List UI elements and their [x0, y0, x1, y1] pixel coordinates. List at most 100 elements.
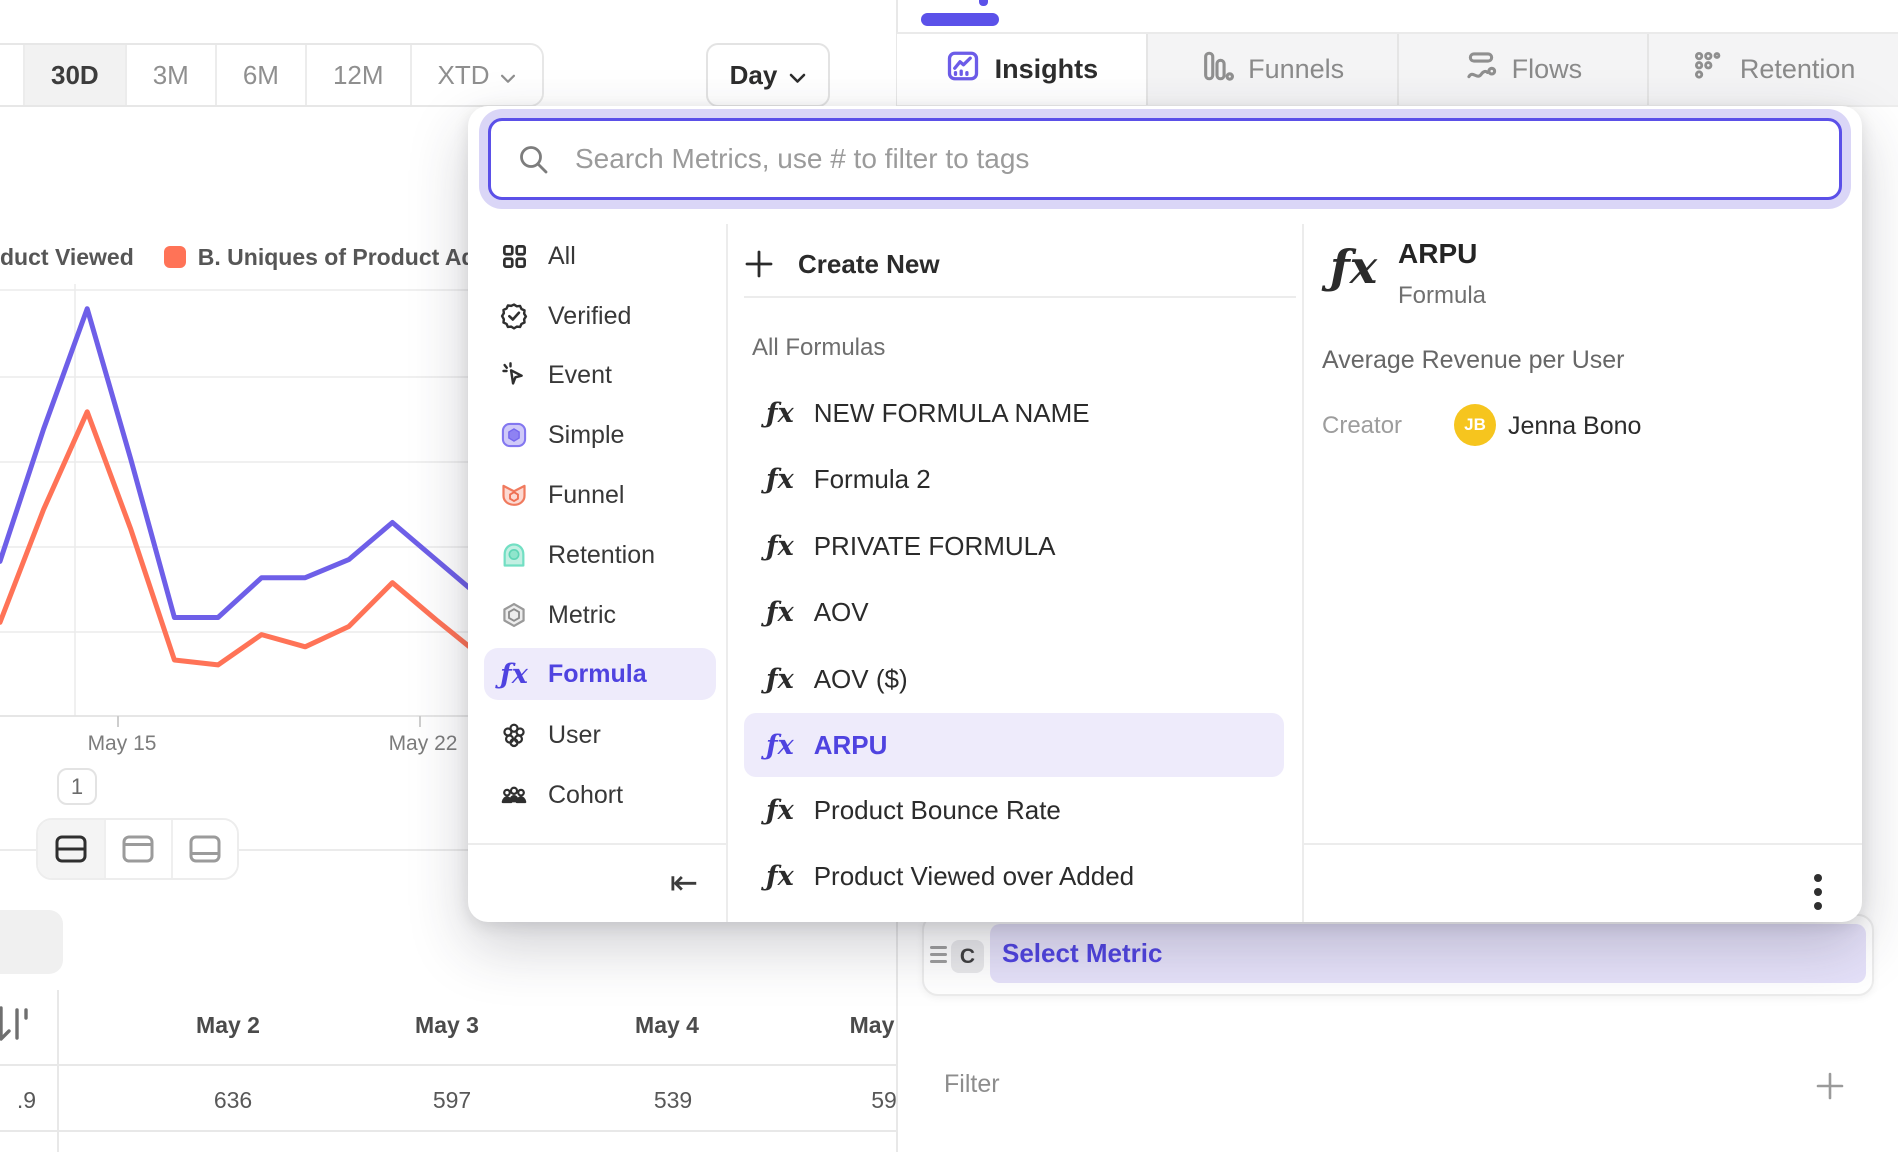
tab-funnels[interactable]: Funnels — [1145, 34, 1397, 105]
page-number-badge[interactable]: 1 — [57, 768, 97, 805]
sort-descending-icon[interactable] — [0, 1002, 34, 1048]
metric-icon — [500, 601, 528, 629]
add-filter-button[interactable] — [1812, 1068, 1848, 1104]
time-range-6m[interactable]: 6M — [214, 45, 305, 105]
user-icon — [500, 721, 528, 749]
category-verified[interactable]: Verified — [484, 290, 716, 342]
time-range-30d[interactable]: 30D — [23, 45, 125, 105]
series-line — [0, 409, 483, 668]
category-simple[interactable]: Simple — [484, 409, 716, 461]
more-options-icon[interactable] — [1800, 864, 1836, 920]
search-icon — [517, 143, 551, 182]
tab-retention[interactable]: Retention — [1647, 34, 1898, 105]
time-range-12m[interactable]: 12M — [304, 45, 410, 105]
create-new-button[interactable]: Create New — [744, 238, 1244, 290]
formula-label: AOV — [813, 596, 869, 627]
x-axis-tick-label: May 22 — [388, 732, 458, 755]
table-row-value-partial: .9 — [16, 1087, 36, 1113]
grid-icon — [500, 242, 528, 270]
insights-icon — [945, 48, 981, 91]
granularity-button[interactable]: Day — [706, 43, 830, 107]
tab-flows[interactable]: Flows — [1396, 34, 1648, 105]
time-range-label: 12M — [332, 59, 384, 90]
layout-toggle-split-bottom[interactable] — [170, 820, 237, 878]
plus-icon — [745, 250, 773, 278]
split-bottom-icon — [189, 835, 221, 863]
time-range-label: 6M — [242, 59, 279, 90]
category-label: Cohort — [548, 780, 624, 809]
event-icon — [500, 361, 528, 389]
chart-legend: duct Viewed B. Uniques of Product Add — [0, 242, 490, 272]
formula-label: ARPU — [813, 729, 888, 760]
legend-item[interactable]: B. Uniques of Product Add — [163, 243, 490, 271]
category-user[interactable]: User — [484, 709, 716, 761]
time-range-xtd[interactable]: XTD — [409, 45, 542, 105]
category-formula[interactable]: ƒx Formula — [484, 648, 716, 700]
formula-item[interactable]: ƒx PRIVATE FORMULA — [744, 518, 1284, 574]
formula-icon: ƒx — [766, 463, 794, 495]
table-column-header[interactable]: May 2 — [196, 1012, 260, 1038]
layout-toggle-split-top[interactable] — [104, 820, 171, 878]
search-input[interactable] — [575, 121, 1825, 197]
category-label: Verified — [548, 301, 632, 330]
chevron-down-icon — [789, 60, 806, 91]
formula-item[interactable]: ƒx ARPU — [744, 713, 1284, 777]
avatar-initials: JB — [1464, 415, 1486, 434]
column-divider — [726, 224, 728, 922]
tab-label: Retention — [1739, 54, 1856, 84]
select-metric-pill[interactable]: Select Metric — [990, 924, 1866, 983]
category-label: Event — [548, 360, 612, 389]
table-column-header[interactable]: May 3 — [415, 1012, 479, 1038]
metric-search-box — [488, 118, 1842, 200]
tab-label: Insights — [994, 54, 1099, 84]
x-axis-tick-label: May 15 — [87, 732, 157, 755]
category-metric[interactable]: Metric — [484, 589, 716, 641]
layout-toggle-control — [36, 818, 239, 880]
table-row-separator — [0, 1130, 896, 1132]
clause-letter-badge[interactable]: C — [951, 940, 984, 973]
time-range-control: 30D 3M 6M 12M XTD — [0, 43, 544, 107]
time-range-partial[interactable] — [0, 45, 23, 105]
layout-toggle-split-horizontal[interactable] — [38, 820, 105, 878]
tab-label: Flows — [1511, 54, 1583, 84]
category-all[interactable]: All — [484, 230, 716, 282]
table-cell-value: 636 — [213, 1087, 253, 1113]
retention-icon — [500, 541, 528, 569]
select-metric-label: Select Metric — [1002, 938, 1163, 968]
formula-item[interactable]: ƒx AOV — [744, 584, 1284, 640]
formula-item[interactable]: ƒx Formula 2 — [744, 451, 1284, 507]
category-funnel[interactable]: Funnel — [484, 469, 716, 521]
time-range-3m[interactable]: 3M — [124, 45, 215, 105]
category-label: Metric — [548, 600, 617, 629]
detail-description: Average Revenue per User — [1322, 346, 1625, 374]
table-column-header[interactable]: May — [849, 1012, 895, 1038]
legend-label: B. Uniques of Product Add — [197, 243, 490, 270]
retention-tab-icon — [1692, 49, 1726, 90]
formula-item[interactable]: ƒx Product Viewed over Added — [744, 848, 1284, 904]
table-column-header[interactable]: May 4 — [635, 1012, 699, 1038]
page-number: 1 — [70, 773, 84, 799]
category-cohort[interactable]: Cohort — [484, 769, 716, 821]
formula-icon: ƒx — [766, 397, 794, 429]
formula-item[interactable]: ƒx Product Bounce Rate — [744, 782, 1284, 838]
tab-insights[interactable]: Insights — [897, 34, 1146, 105]
table-cell-value: 597 — [432, 1087, 472, 1113]
category-event[interactable]: Event — [484, 349, 716, 401]
cohort-icon — [500, 781, 528, 809]
category-label: Retention — [548, 540, 656, 569]
category-label: Simple — [548, 420, 625, 449]
category-label: All — [548, 241, 576, 270]
sidebar-footer-divider — [468, 843, 726, 845]
collapse-sidebar-icon[interactable]: ⇤ — [669, 864, 699, 902]
upper-tab-indicator-stub — [979, 0, 988, 6]
category-label: Formula — [548, 659, 647, 688]
legend-item[interactable]: duct Viewed — [0, 244, 134, 271]
table-header-separator — [0, 1064, 896, 1066]
series-line — [0, 306, 483, 620]
category-retention[interactable]: Retention — [484, 529, 716, 581]
funnels-icon — [1200, 49, 1235, 90]
drag-handle[interactable] — [930, 946, 947, 963]
formula-label: Product Viewed over Added — [813, 860, 1135, 891]
formula-item[interactable]: ƒx NEW FORMULA NAME — [744, 385, 1284, 441]
formula-item[interactable]: ƒx AOV ($) — [744, 651, 1284, 707]
